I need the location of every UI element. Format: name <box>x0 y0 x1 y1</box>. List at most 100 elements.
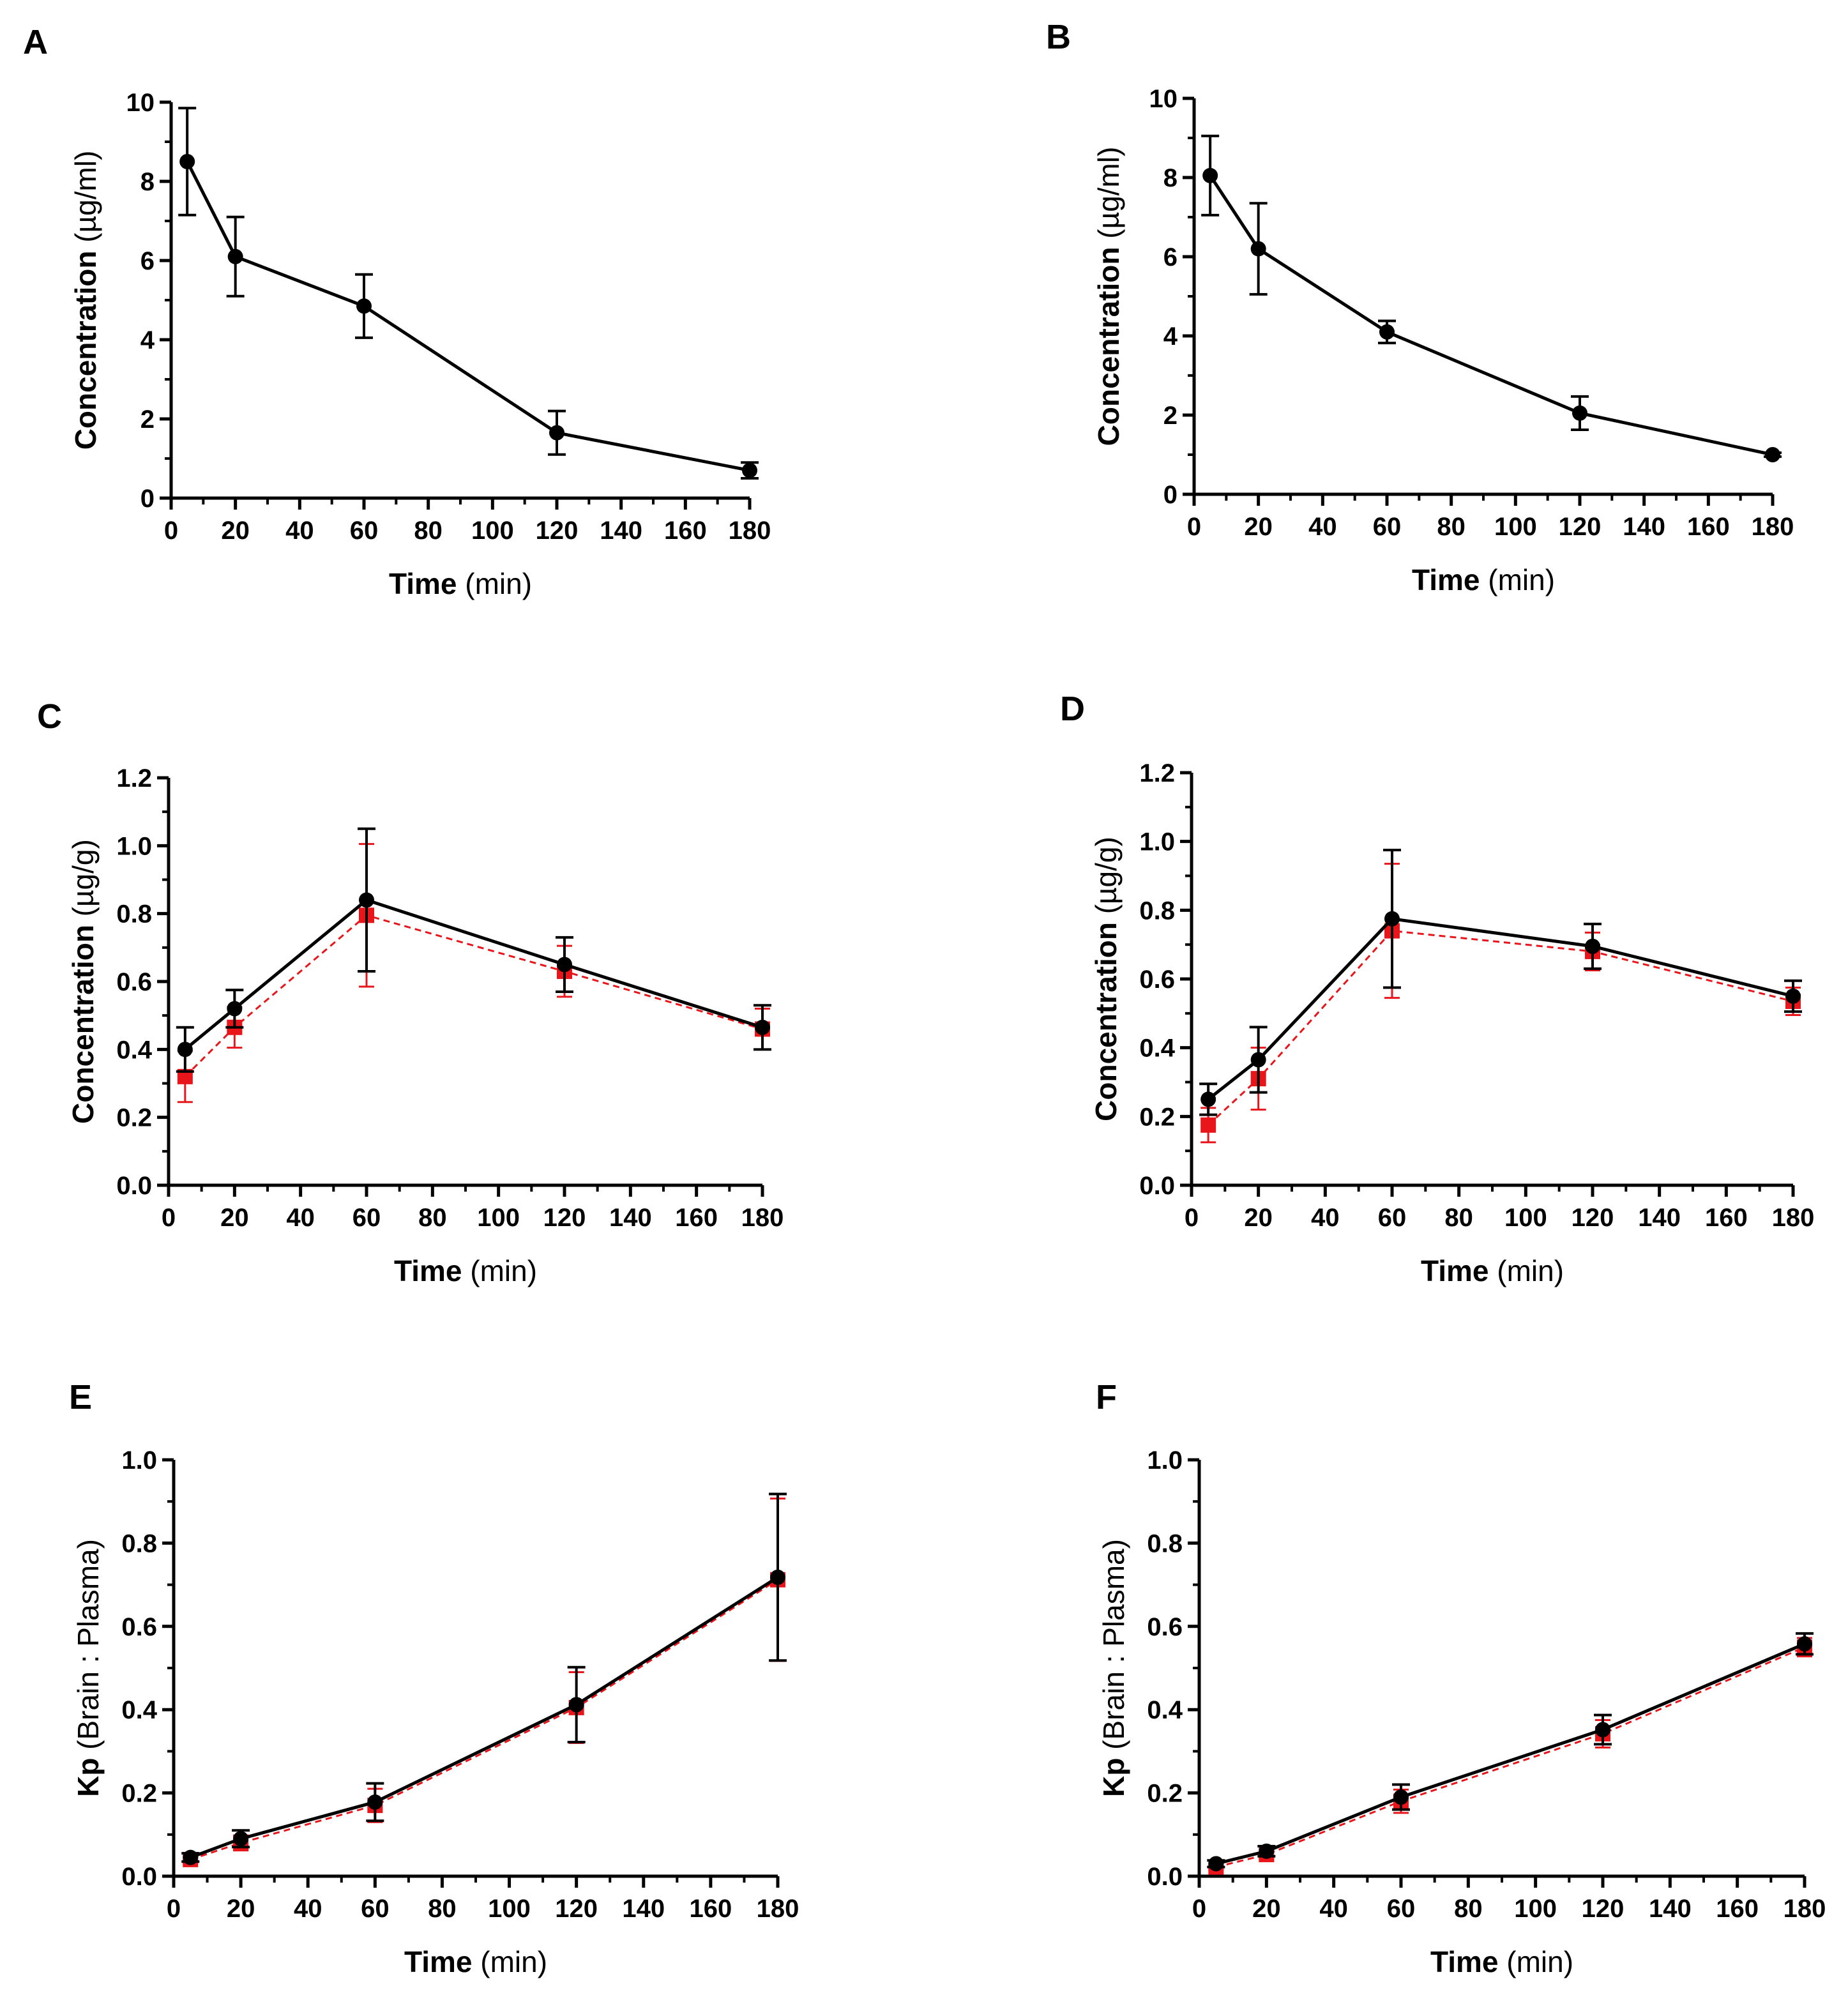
x-tick-label: 0 <box>1185 1204 1199 1232</box>
panel-letter: E <box>69 1378 92 1416</box>
y-tick-label: 0.2 <box>1139 1103 1175 1131</box>
x-tick-label: 80 <box>1444 1204 1473 1232</box>
y-axis-title-unit: (Brain : Plasma) <box>1097 1539 1130 1758</box>
x-tick-label: 140 <box>622 1895 665 1923</box>
x-tick-label: 80 <box>1437 513 1466 541</box>
x-tick-label: 100 <box>1514 1895 1557 1923</box>
x-axis-title-bold: Time <box>1421 1254 1489 1287</box>
data-point-circle <box>1595 1722 1610 1738</box>
data-point-circle <box>1797 1636 1812 1652</box>
data-point-circle <box>742 462 757 478</box>
data-point-circle <box>183 1849 199 1865</box>
y-axis-title-bold: Concentration <box>69 251 102 450</box>
y-axis-title-unit: (µg/ml) <box>69 151 102 251</box>
data-point-circle <box>770 1569 785 1585</box>
x-tick-label: 40 <box>285 517 314 545</box>
data-point-circle <box>1765 447 1780 462</box>
x-axis-title: Time (min) <box>1430 1945 1573 1978</box>
y-axis-title-bold: Concentration <box>1092 247 1125 446</box>
x-axis-title-unit: (min) <box>1489 1254 1564 1287</box>
panel-letter: A <box>23 23 48 61</box>
panel-letter: C <box>37 697 62 736</box>
y-tick-label: 0.6 <box>1139 966 1175 994</box>
series-black <box>1207 1632 1814 1872</box>
x-tick-label: 60 <box>1387 1895 1416 1923</box>
x-tick-label: 60 <box>350 517 379 545</box>
chart-panel-a: A 0 20 40 60 80 100 120 140 160 180 0 2 4 6 8 10 Time (mi… <box>23 23 771 600</box>
y-tick-label: 1.0 <box>116 832 152 860</box>
series-black <box>176 827 771 1073</box>
y-axis-title: Concentration (µg/ml) <box>1092 147 1125 446</box>
x-tick-label: 180 <box>1772 1204 1815 1232</box>
y-tick-label: 0.6 <box>1147 1613 1183 1641</box>
chart-panel-f: F 0 20 40 60 80 100 120 140 160 180 0.0 0.2 0.4 0.6 0.8… <box>1096 1378 1826 1978</box>
x-axis-title-bold: Time <box>404 1945 473 1978</box>
y-tick-label: 0.0 <box>1139 1172 1175 1200</box>
y-axis-title: Concentration (µg/g) <box>1089 837 1123 1121</box>
y-tick-label: 0.4 <box>1139 1035 1175 1063</box>
y-tick-label: 0.0 <box>121 1863 157 1891</box>
x-tick-label: 160 <box>664 517 707 545</box>
y-tick-label: 2 <box>1163 402 1178 430</box>
series-line-black <box>1215 1642 1805 1865</box>
x-tick-label: 0 <box>1187 513 1201 541</box>
x-tick-label: 120 <box>543 1204 586 1232</box>
y-tick-label: 1.0 <box>1147 1446 1183 1475</box>
x-tick-label: 100 <box>477 1204 520 1232</box>
x-axis-title: Time (min) <box>1421 1254 1564 1287</box>
x-tick-label: 60 <box>352 1204 381 1232</box>
x-tick-label: 140 <box>1623 513 1665 541</box>
data-point-circle <box>568 1697 584 1713</box>
x-axis-title-unit: (min) <box>1499 1945 1574 1978</box>
series-line-red <box>1208 930 1794 1126</box>
x-tick-label: 40 <box>1311 1204 1340 1232</box>
data-point-circle <box>233 1831 249 1847</box>
x-tick-label: 120 <box>1572 1204 1614 1232</box>
x-tick-label: 100 <box>1494 513 1537 541</box>
y-tick-label: 1.2 <box>116 764 152 792</box>
x-axis-title: Time (min) <box>394 1254 537 1287</box>
x-axis-title: Time (min) <box>404 1945 547 1978</box>
x-tick-label: 0 <box>162 1204 176 1232</box>
x-tick-label: 60 <box>1378 1204 1407 1232</box>
y-tick-label: 8 <box>140 168 155 196</box>
x-tick-label: 120 <box>555 1895 598 1923</box>
y-tick-label: 0.0 <box>1147 1863 1183 1891</box>
data-point-circle <box>1259 1843 1275 1859</box>
series-red <box>177 843 770 1103</box>
x-tick-label: 40 <box>294 1895 322 1923</box>
data-point-circle <box>557 957 572 973</box>
x-tick-label: 180 <box>729 517 771 545</box>
x-tick-label: 180 <box>1784 1895 1826 1923</box>
x-axis-title-unit: (min) <box>462 1254 538 1287</box>
x-tick-label: 80 <box>418 1204 447 1232</box>
y-tick-label: 4 <box>140 326 155 354</box>
series-black <box>181 1492 787 1865</box>
data-point-circle <box>227 248 243 264</box>
x-tick-label: 20 <box>1252 1895 1281 1923</box>
x-tick-label: 160 <box>1716 1895 1759 1923</box>
x-tick-label: 120 <box>1559 513 1602 541</box>
x-axis-title: Time (min) <box>389 567 532 600</box>
data-point-circle <box>755 1019 770 1035</box>
data-point-circle <box>549 425 564 441</box>
y-tick-label: 6 <box>1163 243 1178 271</box>
y-tick-label: 0.6 <box>121 1613 157 1641</box>
chart-panel-d: D 0 20 40 60 80 100 120 140 160 180 0.0 0.2 0.4 0.6 0.8… <box>1060 690 1814 1287</box>
series-line-black <box>184 898 763 1051</box>
series-black <box>1199 849 1802 1116</box>
x-axis-title-bold: Time <box>1412 563 1480 596</box>
y-tick-label: 0.8 <box>116 900 152 929</box>
x-tick-label: 100 <box>471 517 514 545</box>
series-black <box>1201 134 1782 462</box>
x-tick-label: 80 <box>414 517 443 545</box>
y-tick-label: 0.4 <box>121 1696 157 1724</box>
x-tick-label: 60 <box>361 1895 390 1923</box>
x-tick-label: 140 <box>1649 1895 1692 1923</box>
data-point-circle <box>177 1042 193 1058</box>
data-point-circle <box>1379 324 1395 340</box>
x-tick-label: 40 <box>1308 513 1337 541</box>
y-axis-title-bold: Kp <box>1097 1758 1130 1797</box>
x-tick-label: 40 <box>1319 1895 1348 1923</box>
x-tick-label: 20 <box>1244 513 1273 541</box>
